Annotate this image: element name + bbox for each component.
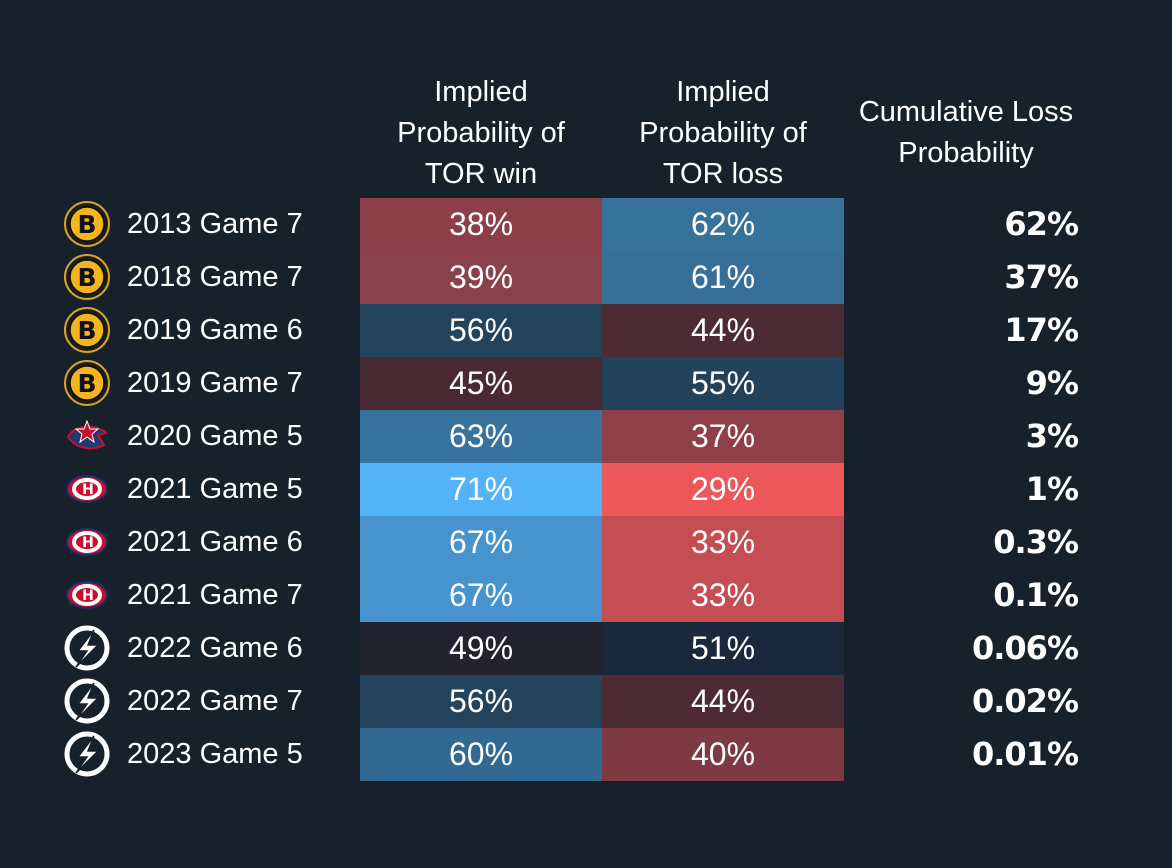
cumulative-loss-cell: 1% bbox=[1025, 470, 1079, 508]
cumulative-loss-cell: 0.02% bbox=[971, 682, 1079, 720]
table-row: B 2018 Game 7 39% 61% 37% bbox=[0, 251, 1172, 304]
game-label: 2019 Game 7 bbox=[127, 367, 303, 399]
table-row: B 2013 Game 7 38% 62% 62% bbox=[0, 198, 1172, 251]
cumulative-loss-cell: 9% bbox=[1025, 364, 1079, 402]
loss-probability-cell: 37% bbox=[602, 410, 844, 463]
bruins-logo-icon: B bbox=[64, 307, 110, 353]
cumulative-loss-cell: 0.3% bbox=[993, 523, 1079, 561]
column-header-line: Implied bbox=[676, 76, 770, 108]
column-header-line: Cumulative Loss bbox=[858, 96, 1074, 128]
game-label: 2019 Game 6 bbox=[127, 314, 303, 346]
svg-text:H: H bbox=[82, 482, 94, 498]
loss-probability-cell: 33% bbox=[602, 569, 844, 622]
loss-probability-cell: 51% bbox=[602, 622, 844, 675]
win-probability-cell: 56% bbox=[360, 675, 602, 728]
bruins-logo-icon: B bbox=[64, 254, 110, 300]
canadiens-logo-icon: H bbox=[64, 466, 110, 512]
loss-probability-cell: 44% bbox=[602, 304, 844, 357]
svg-text:B: B bbox=[77, 316, 96, 345]
win-probability-cell: 63% bbox=[360, 410, 602, 463]
loss-probability-cell: 44% bbox=[602, 675, 844, 728]
cumulative-loss-cell: 17% bbox=[1004, 311, 1079, 349]
win-probability-cell: 60% bbox=[360, 728, 602, 781]
column-header-cumulative: Cumulative Loss Probability bbox=[846, 92, 1086, 174]
game-label: 2021 Game 6 bbox=[127, 526, 303, 558]
loss-probability-cell: 29% bbox=[602, 463, 844, 516]
canadiens-logo-icon: H bbox=[64, 519, 110, 565]
svg-text:B: B bbox=[77, 263, 96, 292]
column-header-line: TOR win bbox=[424, 158, 538, 190]
column-header-win: Implied Probability of TOR win bbox=[360, 72, 602, 195]
loss-probability-cell: 62% bbox=[602, 198, 844, 251]
column-header-line: Probability of bbox=[397, 117, 565, 149]
table-row: 2022 Game 6 49% 51% 0.06% bbox=[0, 622, 1172, 675]
win-probability-cell: 45% bbox=[360, 357, 602, 410]
win-probability-cell: 67% bbox=[360, 516, 602, 569]
svg-text:B: B bbox=[77, 210, 96, 239]
cumulative-loss-cell: 0.01% bbox=[971, 735, 1079, 773]
game-label: 2021 Game 7 bbox=[127, 579, 303, 611]
table-row: H 2021 Game 6 67% 33% 0.3% bbox=[0, 516, 1172, 569]
lightning-logo-icon bbox=[64, 625, 110, 671]
win-probability-cell: 38% bbox=[360, 198, 602, 251]
game-label: 2020 Game 5 bbox=[127, 420, 303, 452]
win-probability-cell: 67% bbox=[360, 569, 602, 622]
column-header-line: Probability bbox=[898, 137, 1034, 169]
cumulative-loss-cell: 3% bbox=[1025, 417, 1079, 455]
table-row: H 2021 Game 5 71% 29% 1% bbox=[0, 463, 1172, 516]
column-header-line: Probability of bbox=[639, 117, 807, 149]
svg-text:H: H bbox=[82, 535, 94, 551]
game-label: 2022 Game 7 bbox=[127, 685, 303, 717]
cumulative-loss-cell: 0.1% bbox=[993, 576, 1079, 614]
table-row: B 2019 Game 7 45% 55% 9% bbox=[0, 357, 1172, 410]
lightning-logo-icon bbox=[64, 731, 110, 777]
cumulative-loss-cell: 62% bbox=[1004, 205, 1079, 243]
bruins-logo-icon: B bbox=[64, 360, 110, 406]
table-row: 2023 Game 5 60% 40% 0.01% bbox=[0, 728, 1172, 781]
loss-probability-cell: 40% bbox=[602, 728, 844, 781]
game-label: 2023 Game 5 bbox=[127, 738, 303, 770]
loss-probability-cell: 33% bbox=[602, 516, 844, 569]
game-label: 2013 Game 7 bbox=[127, 208, 303, 240]
column-header-line: Implied bbox=[434, 76, 528, 108]
table-row: 2020 Game 5 63% 37% 3% bbox=[0, 410, 1172, 463]
win-probability-cell: 39% bbox=[360, 251, 602, 304]
svg-text:B: B bbox=[77, 369, 96, 398]
win-probability-cell: 49% bbox=[360, 622, 602, 675]
cumulative-loss-cell: 37% bbox=[1004, 258, 1079, 296]
win-probability-cell: 71% bbox=[360, 463, 602, 516]
table-row: B 2019 Game 6 56% 44% 17% bbox=[0, 304, 1172, 357]
lightning-logo-icon bbox=[64, 678, 110, 724]
game-label: 2022 Game 6 bbox=[127, 632, 303, 664]
canadiens-logo-icon: H bbox=[64, 572, 110, 618]
game-label: 2021 Game 5 bbox=[127, 473, 303, 505]
win-probability-cell: 56% bbox=[360, 304, 602, 357]
loss-probability-cell: 61% bbox=[602, 251, 844, 304]
cumulative-loss-cell: 0.06% bbox=[971, 629, 1079, 667]
column-header-line: TOR loss bbox=[662, 158, 784, 190]
bruins-logo-icon: B bbox=[64, 201, 110, 247]
column-header-loss: Implied Probability of TOR loss bbox=[602, 72, 844, 195]
blue-jackets-logo-icon bbox=[64, 413, 110, 459]
table-row: H 2021 Game 7 67% 33% 0.1% bbox=[0, 569, 1172, 622]
svg-text:H: H bbox=[82, 588, 94, 604]
loss-probability-cell: 55% bbox=[602, 357, 844, 410]
table-row: 2022 Game 7 56% 44% 0.02% bbox=[0, 675, 1172, 728]
game-label: 2018 Game 7 bbox=[127, 261, 303, 293]
